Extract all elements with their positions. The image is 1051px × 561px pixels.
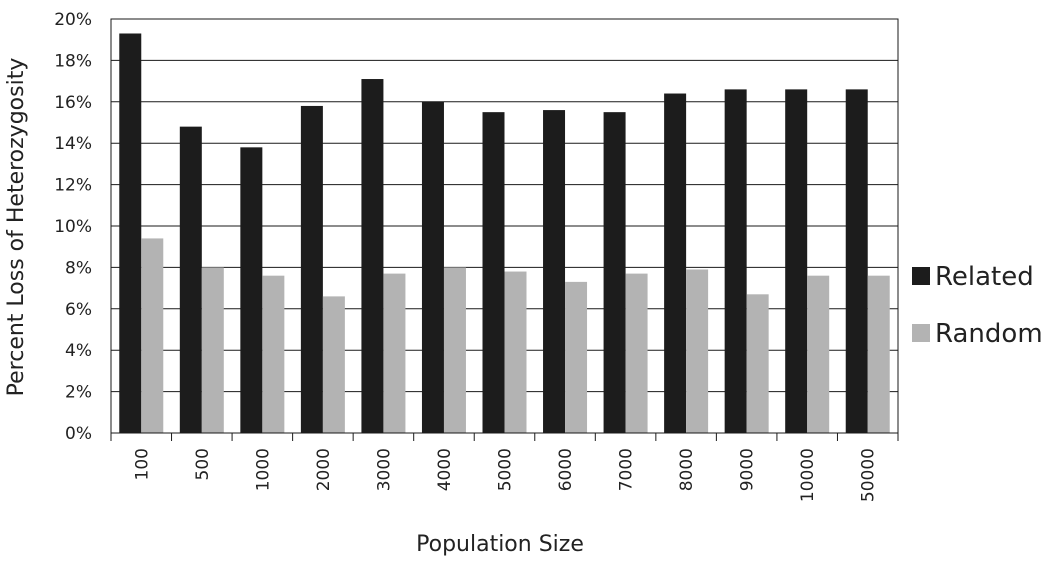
legend: Related Random	[912, 262, 1043, 349]
bar-random-6000	[565, 281, 588, 433]
bar-related-7000	[603, 112, 626, 434]
bar-random-50000	[867, 275, 890, 433]
x-tick-label: 7000	[617, 448, 637, 491]
legend-swatch-related	[912, 267, 930, 285]
x-tick-label: 9000	[738, 448, 758, 491]
x-tick-label: 4000	[435, 448, 455, 491]
bar-related-1000	[240, 147, 263, 433]
y-axis-title: Percent Loss of Heterozygosity	[4, 58, 29, 397]
bar-related-2000	[300, 105, 323, 433]
bar-related-10000	[785, 89, 808, 433]
x-tick-label: 500	[193, 448, 213, 480]
bar-related-50000	[845, 89, 868, 433]
bar-random-9000	[746, 294, 769, 433]
x-tick-label: 50000	[859, 448, 879, 502]
y-tick-label: 10%	[54, 217, 92, 237]
bar-random-5000	[504, 271, 527, 433]
y-tick-label: 14%	[54, 134, 92, 154]
bar-related-5000	[482, 112, 505, 434]
y-tick-label: 0%	[65, 424, 92, 444]
bars	[119, 33, 890, 434]
bar-related-100	[119, 33, 142, 434]
bar-random-500	[201, 267, 224, 433]
x-tick-label: 1000	[253, 448, 273, 491]
bar-related-6000	[543, 110, 566, 433]
x-tick-labels: 100 500 1000 2000 3000 4000 5000 6000 7000 8000 90…	[132, 448, 878, 502]
x-tick-label: 8000	[677, 448, 697, 491]
y-tick-label: 2%	[65, 383, 92, 403]
y-tick-label: 12%	[54, 176, 92, 196]
bar-related-9000	[724, 89, 747, 433]
bar-random-2000	[322, 296, 345, 433]
y-tick-labels: 0% 2% 4% 6% 8% 10% 12% 14% 16% 18% 20%	[54, 10, 92, 444]
bar-random-8000	[686, 269, 709, 433]
y-tick-label: 16%	[54, 93, 92, 113]
legend-label-related: Related	[935, 262, 1034, 292]
y-tick-label: 20%	[54, 10, 92, 30]
bar-random-7000	[625, 273, 648, 433]
y-tick-label: 4%	[65, 341, 92, 361]
x-tick-label: 6000	[556, 448, 576, 491]
axes	[110, 18, 899, 441]
y-tick-label: 8%	[65, 258, 92, 278]
bar-random-1000	[262, 275, 285, 433]
y-tick-label: 6%	[65, 300, 92, 320]
bar-random-4000	[443, 267, 466, 433]
x-axis-title: Population Size	[416, 532, 584, 557]
bar-related-8000	[664, 93, 687, 434]
x-tick-label: 2000	[314, 448, 334, 491]
legend-label-random: Random	[935, 319, 1043, 349]
bar-random-10000	[807, 275, 830, 433]
x-tick-label: 100	[132, 448, 152, 480]
x-tick-label: 5000	[496, 448, 516, 491]
y-tick-label: 18%	[54, 51, 92, 71]
x-tick-label: 10000	[798, 448, 818, 502]
bar-related-4000	[421, 101, 444, 434]
legend-swatch-random	[912, 324, 930, 342]
bar-random-3000	[383, 273, 406, 433]
bar-related-500	[179, 126, 202, 433]
bar-related-3000	[361, 79, 384, 433]
x-tick-label: 3000	[374, 448, 394, 491]
plot-frame	[110, 18, 899, 434]
bar-random-100	[141, 238, 164, 433]
